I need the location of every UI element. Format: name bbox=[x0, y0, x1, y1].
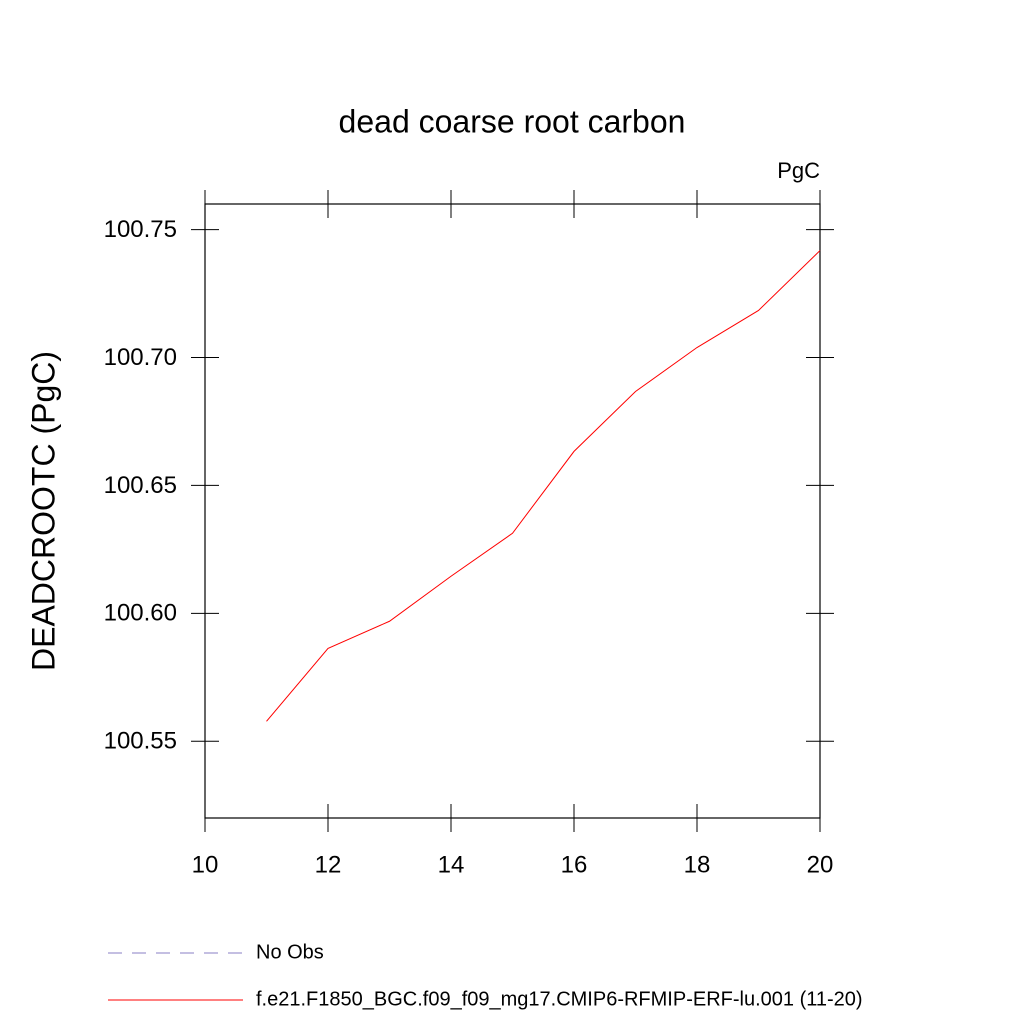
y-tick-label: 100.55 bbox=[104, 728, 177, 755]
x-tick-label: 14 bbox=[438, 851, 465, 878]
y-tick-label: 100.60 bbox=[104, 600, 177, 627]
legend-label: f.e21.F1850_BGC.f09_f09_mg17.CMIP6-RFMIP… bbox=[256, 988, 863, 1010]
y-tick-label: 100.65 bbox=[104, 472, 177, 499]
y-tick-label: 100.70 bbox=[104, 344, 177, 371]
x-tick-label: 18 bbox=[684, 851, 711, 878]
plot-frame bbox=[204, 203, 821, 819]
chart-title: dead coarse root carbon bbox=[339, 103, 686, 139]
x-tick-label: 12 bbox=[315, 851, 342, 878]
series-line bbox=[266, 250, 821, 722]
units-label: PgC bbox=[777, 158, 820, 183]
y-axis-label: DEADCROOTC (PgC) bbox=[25, 351, 61, 671]
x-tick-label: 20 bbox=[807, 851, 834, 878]
x-tick-label: 16 bbox=[561, 851, 588, 878]
x-tick-label: 10 bbox=[192, 851, 219, 878]
legend-label: No Obs bbox=[256, 941, 324, 963]
y-tick-label: 100.75 bbox=[104, 216, 177, 243]
